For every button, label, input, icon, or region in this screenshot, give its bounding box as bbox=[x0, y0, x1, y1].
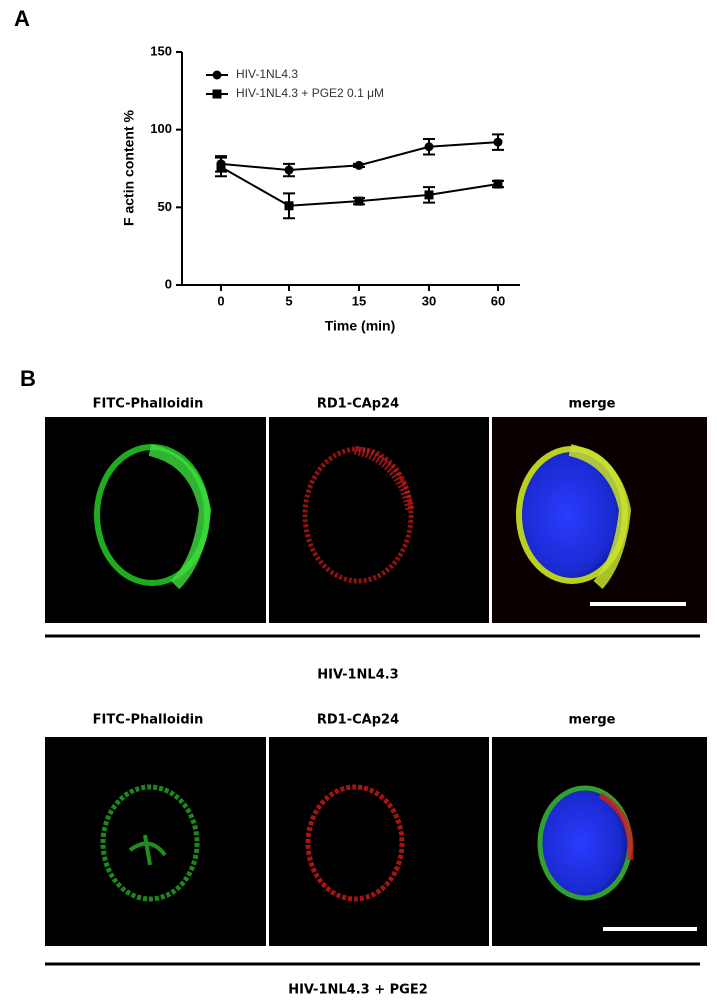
data-point bbox=[354, 196, 364, 206]
data-point bbox=[216, 162, 226, 172]
x-tick-label: 30 bbox=[422, 293, 436, 308]
column-header: RD1-CAp24 bbox=[317, 397, 399, 412]
panel-label: B bbox=[20, 366, 36, 391]
micrograph bbox=[45, 737, 266, 946]
legend-label: HIV-1NL4.3 bbox=[236, 67, 298, 81]
cell bbox=[148, 444, 212, 590]
legend-marker bbox=[212, 70, 222, 80]
y-axis-label: F actin content % bbox=[121, 110, 137, 226]
micrograph bbox=[269, 417, 489, 623]
condition-label: HIV-1NL4.3 + PGE2 bbox=[288, 983, 428, 998]
cell bbox=[568, 444, 632, 589]
data-point bbox=[493, 137, 503, 147]
y-tick-label: 0 bbox=[165, 276, 172, 291]
column-header: merge bbox=[569, 713, 616, 728]
x-tick-label: 15 bbox=[352, 293, 366, 308]
legend-marker bbox=[212, 89, 222, 99]
micrograph bbox=[269, 737, 489, 946]
cell bbox=[353, 445, 415, 511]
cell bbox=[598, 792, 634, 861]
cell bbox=[302, 446, 414, 584]
cell bbox=[128, 834, 167, 866]
data-point bbox=[424, 142, 434, 152]
y-tick-label: 150 bbox=[150, 43, 172, 58]
cell bbox=[305, 784, 405, 902]
column-header: FITC-Phalloidin bbox=[93, 397, 204, 412]
data-point bbox=[284, 201, 294, 211]
legend-label: HIV-1NL4.3 + PGE2 0.1 μM bbox=[236, 86, 384, 100]
cell bbox=[100, 784, 200, 902]
x-tick-label: 60 bbox=[491, 293, 505, 308]
data-point bbox=[493, 179, 503, 189]
condition-label: HIV-1NL4.3 bbox=[317, 668, 398, 683]
data-point bbox=[424, 190, 434, 200]
panel-label: A bbox=[14, 6, 30, 31]
y-tick-label: 100 bbox=[150, 121, 172, 136]
data-point bbox=[354, 160, 364, 170]
x-axis-label: Time (min) bbox=[325, 318, 396, 334]
column-header: FITC-Phalloidin bbox=[93, 713, 204, 728]
column-header: merge bbox=[569, 397, 616, 412]
y-tick-label: 50 bbox=[158, 199, 172, 214]
data-point bbox=[284, 165, 294, 175]
x-tick-label: 5 bbox=[285, 293, 292, 308]
column-header: RD1-CAp24 bbox=[317, 713, 399, 728]
x-tick-label: 0 bbox=[217, 293, 224, 308]
